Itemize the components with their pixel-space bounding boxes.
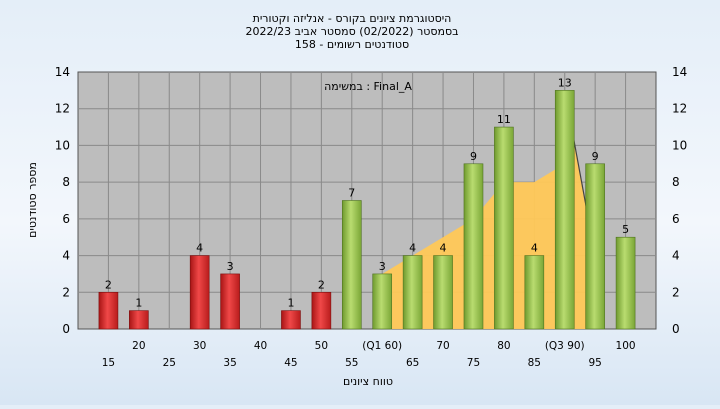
y-tick-left-0: 0	[62, 322, 70, 336]
x-tick-label-10: 65	[406, 357, 419, 369]
y-axis-left-ticks: 0 2 4 6 8 10 12 14	[55, 65, 70, 336]
bar-value-label-70: 4	[440, 242, 447, 255]
y-tick-right-5: 10	[672, 138, 687, 152]
x-tick-label-2: 25	[163, 357, 176, 369]
bar-15	[98, 291, 119, 330]
bar-value-label-95: 9	[592, 150, 599, 163]
bar-90	[554, 90, 575, 330]
bar-80	[494, 126, 514, 330]
bar-75	[463, 163, 484, 330]
bar-value-label-15: 2	[105, 278, 112, 291]
x-tick-label-15: (Q3 90)	[545, 340, 585, 352]
y-tick-left-4: 8	[62, 175, 70, 189]
y-axis-label: מספר סטודנטים	[26, 162, 39, 238]
x-tick-label-1: 20	[132, 340, 145, 352]
x-tick-label-16: 95	[588, 357, 601, 369]
x-tick-label-0: 15	[102, 357, 115, 369]
bar-45	[281, 310, 301, 330]
bar-value-label-75: 9	[470, 150, 477, 163]
bar-value-label-65: 4	[409, 242, 416, 255]
bar-value-label-100: 5	[622, 223, 629, 236]
bar-20	[129, 310, 149, 330]
bar-100	[615, 236, 636, 330]
y-tick-right-2: 4	[672, 249, 680, 263]
bar-value-labels: 2 1 4 3 1 2 7 3 4 4 9 11 4 13 9 5	[105, 76, 629, 309]
y-tick-left-6: 12	[55, 102, 70, 116]
bar-50	[311, 291, 332, 330]
bar-value-label-90: 13	[558, 76, 572, 89]
y-tick-left-2: 4	[62, 249, 70, 263]
bar-value-label-20: 1	[135, 297, 142, 310]
y-tick-left-1: 2	[62, 285, 70, 299]
y-tick-right-6: 12	[672, 102, 687, 116]
legend-label: במשימה : Final_A	[324, 80, 412, 93]
chart-title: היסטוגרמת ציונים בקורס - אנליזה וקטורית	[253, 12, 452, 25]
bar-30	[189, 255, 210, 330]
bars	[98, 90, 636, 330]
bar-35	[220, 273, 240, 330]
x-tick-label-13: 80	[497, 340, 510, 352]
bar-70	[433, 255, 453, 330]
x-tick-label-9: (Q1 60)	[362, 340, 402, 352]
x-tick-label-6: 45	[284, 357, 297, 369]
bar-85	[524, 255, 545, 330]
x-tick-label-12: 75	[467, 357, 480, 369]
y-axis-right-ticks: 0 2 4 6 8 10 12 14	[672, 65, 687, 336]
x-tick-label-3: 30	[193, 340, 206, 352]
x-tick-label-11: 70	[436, 340, 449, 352]
bar-65	[402, 255, 423, 330]
y-tick-left-7: 14	[55, 65, 70, 79]
y-tick-right-1: 2	[672, 285, 680, 299]
y-tick-left-5: 10	[55, 138, 70, 152]
y-tick-right-7: 14	[672, 65, 687, 79]
y-tick-right-0: 0	[672, 322, 680, 336]
x-tick-label-14: 85	[528, 357, 541, 369]
chart-subtitle-students: סטודנטים רשומים - 158	[295, 38, 409, 51]
bar-55	[341, 200, 362, 330]
bar-value-label-80: 11	[497, 113, 511, 126]
bar-value-label-55: 7	[348, 187, 355, 200]
x-tick-label-4: 35	[223, 357, 236, 369]
x-tick-label-8: 55	[345, 357, 358, 369]
bar-60	[372, 273, 393, 330]
x-tick-label-5: 40	[254, 340, 267, 352]
bar-95	[585, 163, 605, 330]
y-tick-left-3: 6	[62, 212, 70, 226]
x-tick-label-7: 50	[315, 340, 328, 352]
bar-value-label-50: 2	[318, 278, 325, 291]
bar-value-label-45: 1	[287, 297, 294, 310]
bar-value-label-35: 3	[227, 260, 234, 273]
bar-value-label-30: 4	[196, 242, 203, 255]
x-axis-label: טווח ציונים	[343, 375, 393, 388]
chart-subtitle-semester: בסמסטר (02/2022) סמסטר אביב 2022/23	[245, 25, 458, 38]
x-axis-ticks: 15 20 25 30 35 40 45 50 55 (Q1 60) 65 70 75 80 85 (Q3 9…	[102, 340, 636, 369]
bar-value-label-85: 4	[531, 242, 538, 255]
bar-value-label-60: 3	[379, 260, 386, 273]
y-tick-right-4: 8	[672, 175, 680, 189]
y-tick-right-3: 6	[672, 212, 680, 226]
x-tick-label-17: 100	[616, 340, 636, 352]
